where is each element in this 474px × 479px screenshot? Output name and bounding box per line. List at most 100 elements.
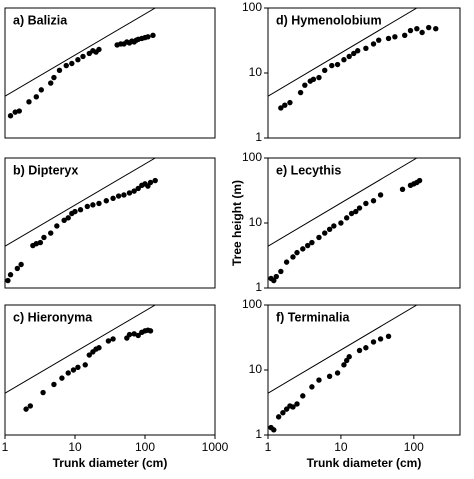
- reference-line: [5, 8, 156, 97]
- x-tick-label: 100: [135, 440, 155, 454]
- data-point: [5, 277, 11, 284]
- data-point: [290, 404, 296, 410]
- x-tick-label: 1: [265, 440, 272, 454]
- panel-title: a) Balizia: [13, 13, 68, 27]
- y-axis-label: Tree height (m): [230, 180, 244, 266]
- data-point: [297, 89, 304, 96]
- data-point: [363, 200, 369, 207]
- data-point: [7, 272, 14, 278]
- data-point: [110, 195, 116, 201]
- data-point: [80, 53, 86, 60]
- plot-frame: [4, 304, 216, 436]
- data-point: [135, 185, 141, 192]
- x-axis-label: Trunk diameter (cm): [307, 456, 422, 470]
- x-tick-label: 1000: [202, 440, 229, 454]
- x-tick-label: 1: [2, 440, 9, 454]
- x-axis-label: Trunk diameter (cm): [53, 456, 168, 470]
- data-point: [48, 80, 54, 86]
- data-point: [90, 202, 96, 208]
- data-point: [115, 193, 122, 199]
- data-point: [385, 333, 392, 339]
- data-point: [419, 29, 425, 36]
- data-point: [282, 102, 288, 108]
- data-point: [346, 53, 352, 60]
- data-point: [348, 210, 355, 217]
- data-point: [385, 35, 392, 42]
- data-point: [425, 24, 432, 31]
- data-point: [145, 34, 151, 40]
- data-point: [16, 108, 22, 114]
- data-point: [334, 370, 341, 376]
- data-point: [283, 406, 290, 412]
- data-point: [40, 389, 46, 396]
- data-point: [271, 427, 277, 433]
- reference-line: [5, 158, 156, 247]
- data-point: [334, 61, 341, 68]
- data-point: [48, 230, 54, 236]
- data-point: [302, 82, 308, 88]
- data-point: [283, 259, 290, 265]
- plot-frame: [4, 7, 216, 139]
- data-point: [105, 338, 112, 344]
- data-point: [280, 410, 286, 416]
- data-point: [304, 242, 311, 249]
- reference-line: [268, 305, 418, 394]
- data-point: [84, 203, 91, 210]
- y-tick-label: 10: [249, 362, 263, 376]
- data-point: [14, 265, 21, 272]
- data-point: [353, 208, 359, 215]
- y-tick-label: 100: [242, 150, 262, 164]
- data-point: [392, 34, 398, 40]
- data-point: [370, 41, 377, 47]
- data-point: [414, 26, 420, 32]
- data-point: [341, 57, 347, 63]
- data-point: [7, 113, 14, 119]
- data-point: [300, 393, 306, 399]
- data-point: [147, 179, 154, 186]
- x-tick-label: 100: [404, 440, 424, 454]
- data-point: [309, 384, 315, 390]
- data-point: [363, 45, 369, 51]
- data-point: [70, 367, 77, 373]
- data-point: [278, 105, 284, 111]
- data-point: [326, 373, 333, 379]
- reference-line: [268, 8, 418, 97]
- data-point: [77, 207, 84, 213]
- data-point: [356, 347, 363, 354]
- data-point: [121, 192, 127, 198]
- data-point: [377, 192, 384, 198]
- y-tick-label: 10: [249, 215, 263, 229]
- data-point: [275, 414, 282, 420]
- data-point: [38, 87, 44, 93]
- data-point: [278, 268, 284, 275]
- data-point: [322, 230, 328, 236]
- data-point: [331, 223, 337, 229]
- data-point: [59, 375, 65, 381]
- panel-title: c) Hieronyma: [13, 310, 93, 324]
- data-point: [329, 62, 335, 69]
- data-point: [377, 336, 384, 342]
- data-point: [54, 223, 60, 229]
- data-point: [407, 27, 414, 34]
- y-tick-label: 1: [255, 427, 262, 441]
- data-point: [135, 332, 141, 339]
- data-point: [96, 200, 102, 207]
- y-tick-label: 100: [242, 297, 262, 311]
- reference-line: [5, 305, 156, 394]
- data-point: [370, 339, 377, 345]
- data-point: [370, 198, 377, 204]
- data-point: [26, 99, 32, 105]
- data-point: [152, 177, 158, 184]
- data-point: [51, 74, 57, 81]
- data-point: [33, 241, 40, 247]
- plot-frame: [4, 157, 216, 289]
- data-point: [271, 277, 277, 284]
- x-tick-label: 10: [334, 440, 348, 454]
- data-point: [33, 94, 40, 100]
- data-point: [416, 177, 423, 184]
- data-point: [69, 60, 75, 67]
- data-point: [75, 364, 81, 371]
- data-point: [316, 74, 322, 81]
- data-point: [376, 37, 382, 43]
